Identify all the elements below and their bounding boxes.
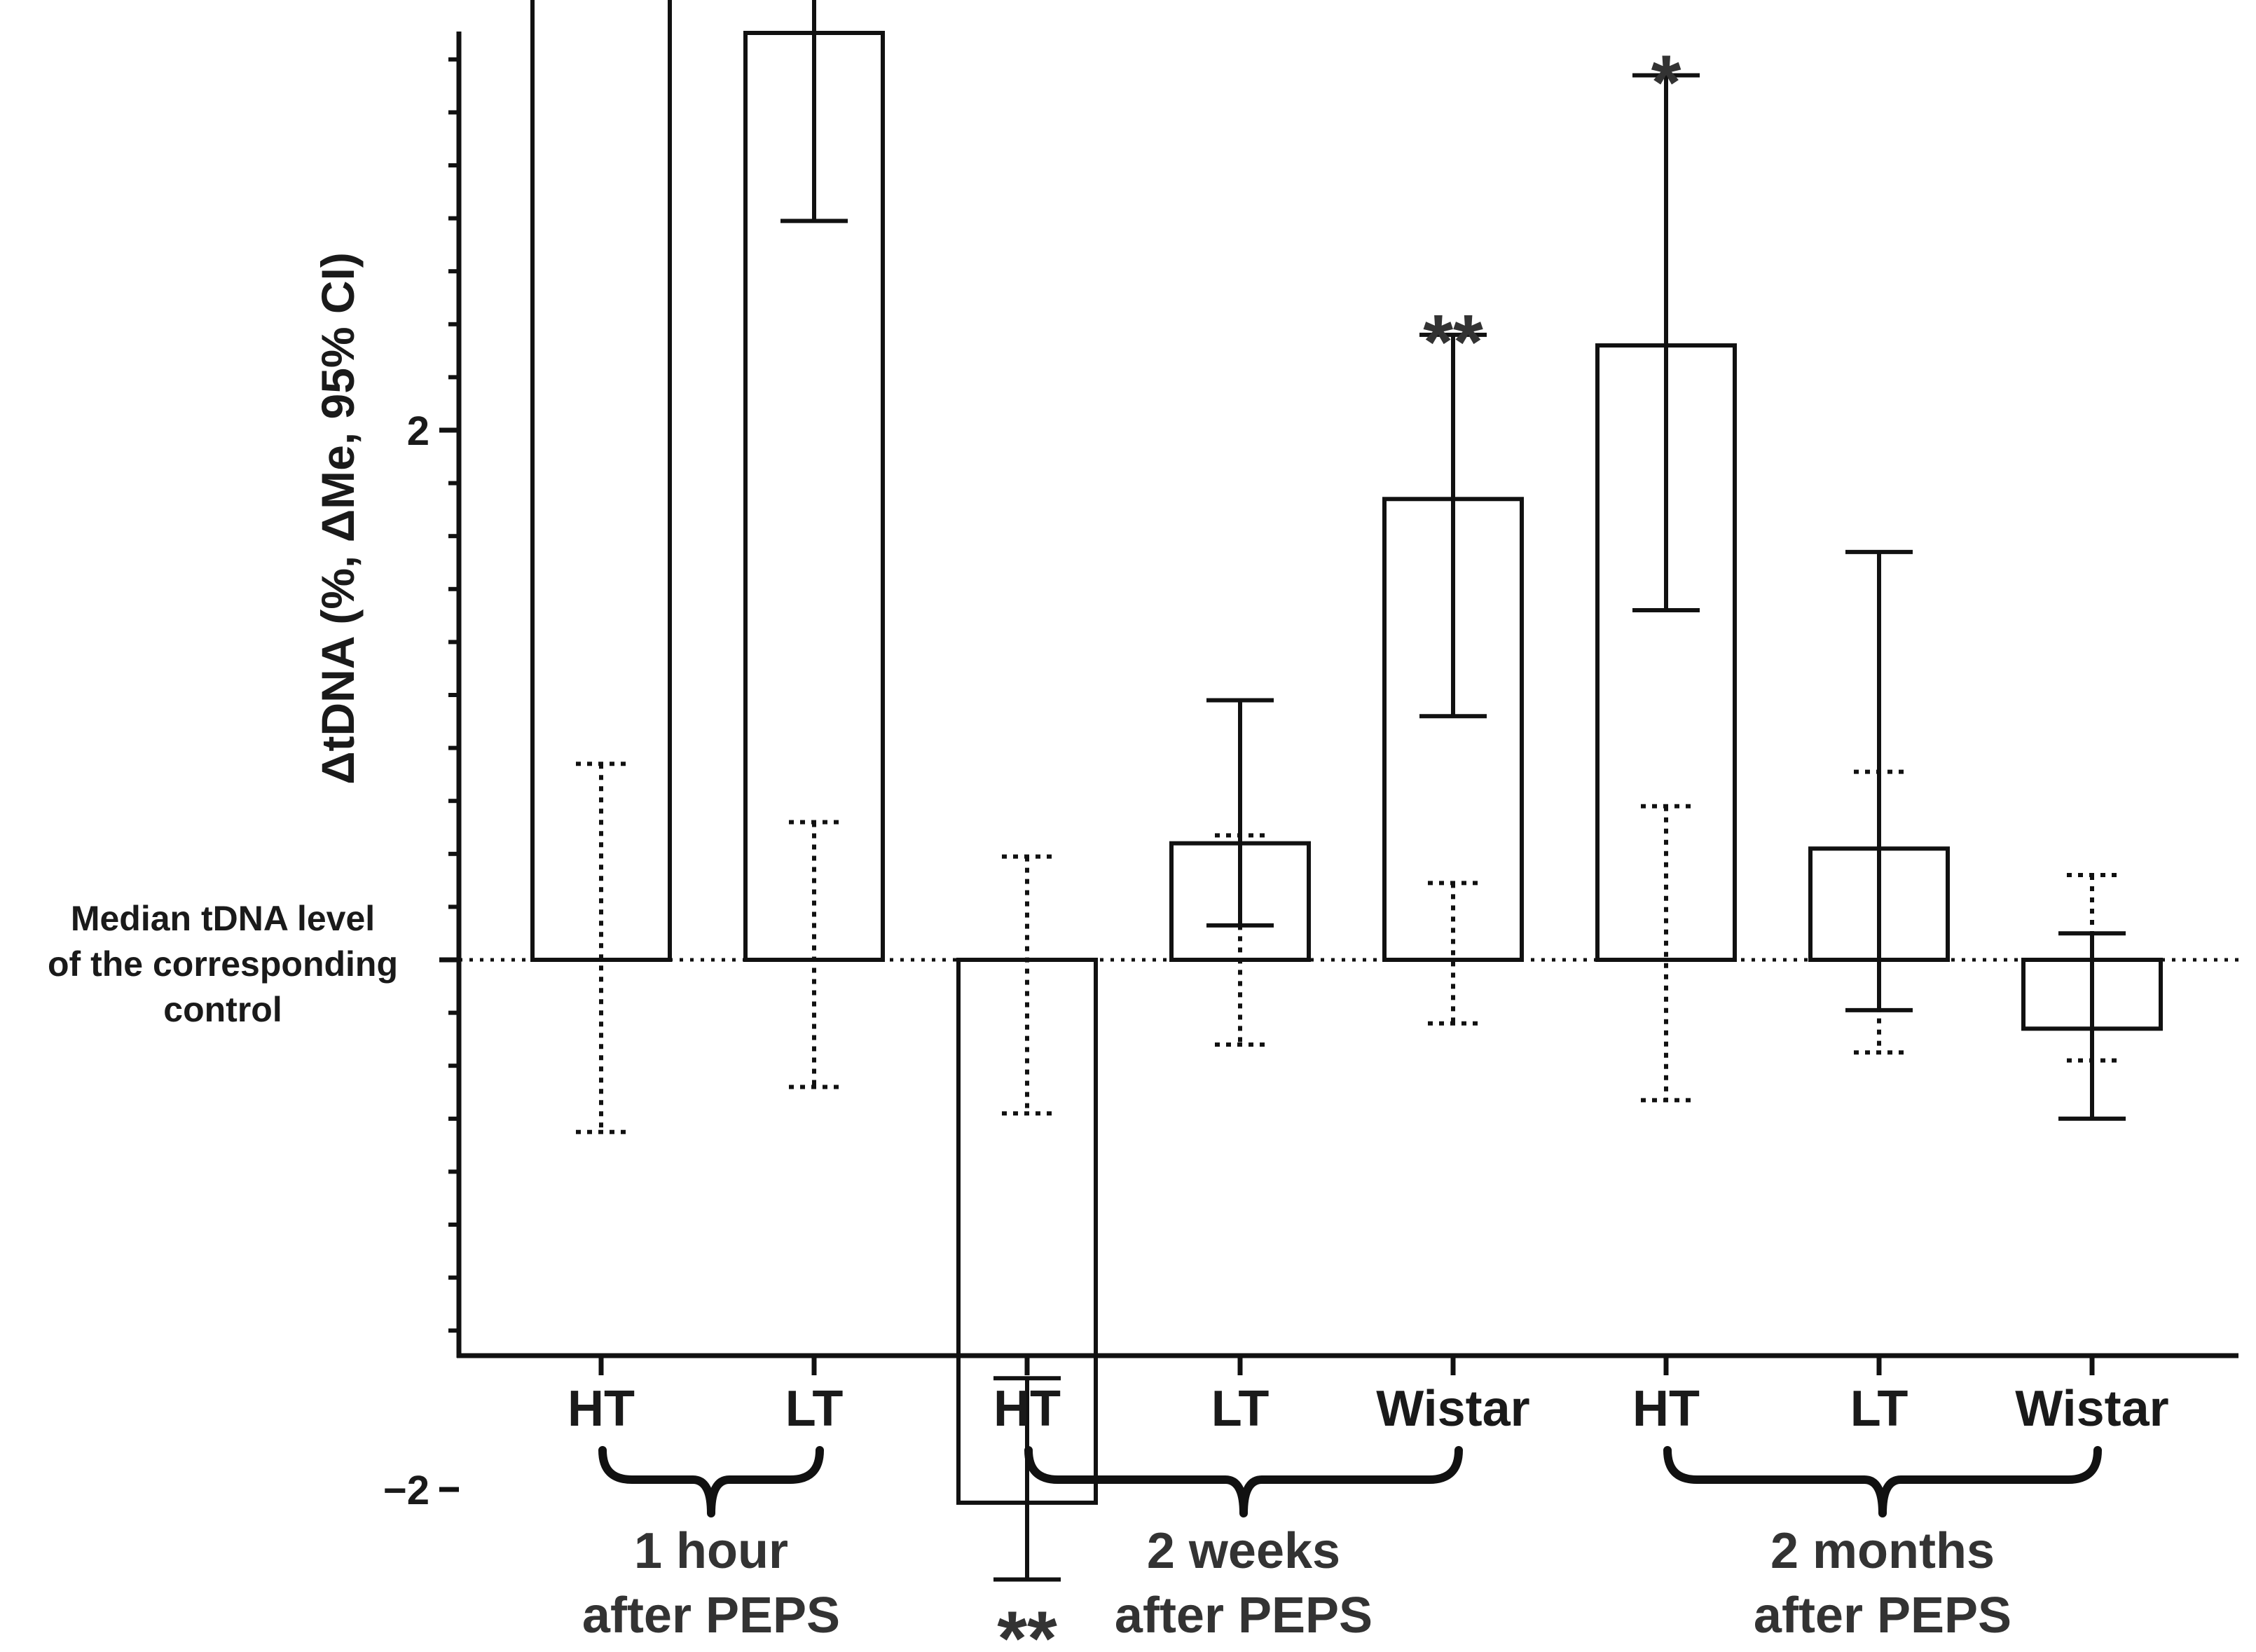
- x-tick-label: HT: [568, 1381, 635, 1437]
- group-brace: [598, 1446, 824, 1517]
- bar: [530, 0, 672, 962]
- y-tick-label: −2: [383, 1468, 429, 1513]
- x-tick-label: Wistar: [2015, 1381, 2168, 1437]
- significance-marker: **: [997, 1596, 1057, 1652]
- text-layer: ΔtDNA (%, ΔMe, 95% CI) Median tDNA level…: [48, 39, 2169, 1652]
- group-label-line2: after PEPS: [1115, 1588, 1373, 1644]
- bars-layer: [530, 0, 2163, 1582]
- group-brace: [1663, 1446, 2102, 1517]
- x-tick-label: LT: [1850, 1381, 1908, 1437]
- group-label-line2: after PEPS: [582, 1588, 840, 1644]
- reference-line-label-2: of the corresponding: [48, 944, 398, 984]
- axes-layer: [439, 32, 2238, 1517]
- group-label-line1: 2 months: [1770, 1523, 1995, 1579]
- group-label-line1: 2 weeks: [1147, 1523, 1340, 1579]
- y-axis-label: ΔtDNA (%, ΔMe, 95% CI): [312, 252, 364, 785]
- x-tick-label: Wistar: [1376, 1381, 1529, 1437]
- reference-line-label-3: control: [163, 990, 282, 1029]
- y-tick-label: 2: [407, 408, 429, 454]
- x-tick-label: HT: [993, 1381, 1061, 1437]
- reference-line-label-1: Median tDNA level: [71, 899, 375, 938]
- x-tick-label: LT: [785, 1381, 844, 1437]
- significance-marker: **: [1423, 299, 1483, 385]
- group-label-line2: after PEPS: [1754, 1588, 2011, 1644]
- group-label-line1: 1 hour: [634, 1523, 788, 1579]
- group-brace: [1024, 1446, 1463, 1517]
- x-tick-label: LT: [1211, 1381, 1270, 1437]
- x-tick-label: HT: [1632, 1381, 1700, 1437]
- significance-marker: *: [1651, 39, 1681, 125]
